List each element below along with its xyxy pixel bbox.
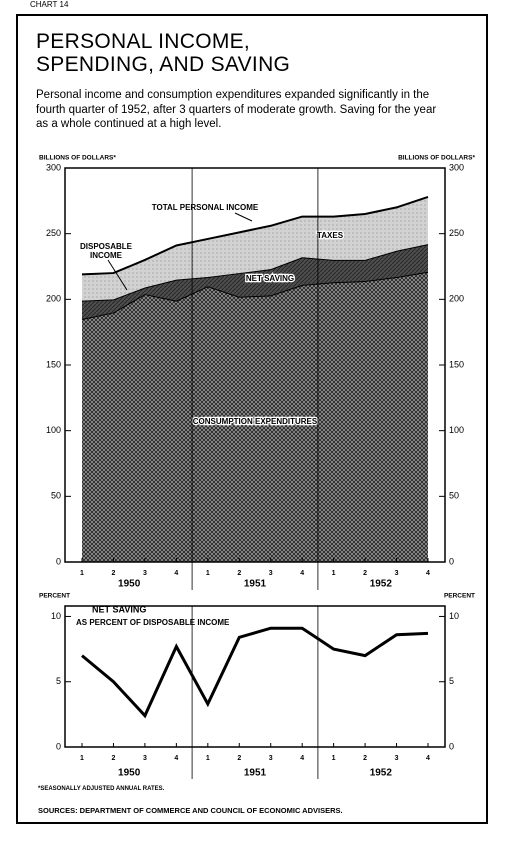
area-edge xyxy=(81,195,429,276)
y-axis-label: BILLIONS OF DOLLARS* xyxy=(39,155,116,162)
x-tick-label: 3 xyxy=(395,570,399,577)
y-tick-label: 300 xyxy=(46,162,61,172)
y-tick-label: 10 xyxy=(51,611,61,621)
title: PERSONAL INCOME, SPENDING, AND SAVING xyxy=(36,30,291,76)
y-tick-label: 0 xyxy=(56,741,61,751)
sources: SOURCES: DEPARTMENT OF COMMERCE AND COUN… xyxy=(38,806,343,815)
series-label: NET SAVING xyxy=(92,604,146,614)
y-tick-label: 5 xyxy=(56,676,61,686)
x-tick-label: 2 xyxy=(112,570,116,577)
leader xyxy=(234,212,253,222)
y-tick-label: 50 xyxy=(51,491,61,501)
y-tick-label: 100 xyxy=(46,425,61,435)
group-label: 1952 xyxy=(370,579,393,590)
x-tick-label: 4 xyxy=(300,570,304,577)
x-tick-label: 1 xyxy=(332,570,336,577)
description: Personal income and consumption expendit… xyxy=(36,89,437,130)
x-tick-label: 2 xyxy=(237,755,241,762)
line xyxy=(81,626,429,719)
x-tick-label: 2 xyxy=(363,755,367,762)
x-tick-label: 1 xyxy=(80,755,84,762)
y2-tick-label: 150 xyxy=(449,359,464,369)
x-tick-label: 4 xyxy=(174,570,178,577)
x-tick-label: 1 xyxy=(80,570,84,577)
annotation: TOTAL PERSONAL INCOME xyxy=(151,203,259,212)
y-tick-label: 250 xyxy=(46,228,61,238)
y2-tick-label: 300 xyxy=(449,162,464,172)
y2-tick-label: 50 xyxy=(449,491,459,501)
x-tick-label: 2 xyxy=(237,570,241,577)
x-tick-label: 3 xyxy=(143,570,147,577)
y2-tick-label: 0 xyxy=(449,741,454,751)
y-tick-label: 0 xyxy=(56,556,61,566)
annotation: AS PERCENT OF DISPOSABLE INCOME xyxy=(76,618,230,627)
x-tick-label: 3 xyxy=(269,755,273,762)
series-label: TAXES xyxy=(317,231,344,240)
y-axis-label: PERCENT xyxy=(39,593,70,600)
x-tick-label: 4 xyxy=(426,755,430,762)
x-tick-label: 1 xyxy=(206,570,210,577)
y2-axis-label: PERCENT xyxy=(444,593,475,600)
chart-label: CHART 14 xyxy=(30,0,69,9)
x-tick-label: 3 xyxy=(269,570,273,577)
group-label: 1950 xyxy=(118,768,141,779)
series-label: CONSUMPTION EXPENDITURES xyxy=(193,417,318,426)
x-tick-label: 2 xyxy=(112,755,116,762)
group-label: 1951 xyxy=(244,768,267,779)
x-tick-label: 2 xyxy=(363,570,367,577)
group-label: 1951 xyxy=(244,579,267,590)
x-tick-label: 4 xyxy=(300,755,304,762)
x-tick-label: 1 xyxy=(332,755,336,762)
x-tick-label: 4 xyxy=(174,755,178,762)
annotation: DISPOSABLE INCOME xyxy=(79,242,132,260)
group-label: 1950 xyxy=(118,579,141,590)
group-label: 1952 xyxy=(370,768,393,779)
series-label: NET SAVING xyxy=(246,274,294,283)
plot-frame xyxy=(64,167,446,563)
y2-axis-label: BILLIONS OF DOLLARS* xyxy=(398,155,475,162)
frame xyxy=(16,14,488,824)
x-tick-label: 1 xyxy=(206,755,210,762)
footnote: *SEASONALLY ADJUSTED ANNUAL RATES. xyxy=(38,786,165,792)
x-tick-label: 3 xyxy=(143,755,147,762)
y2-tick-label: 10 xyxy=(449,611,459,621)
y2-tick-label: 5 xyxy=(449,676,454,686)
y2-tick-label: 0 xyxy=(449,556,454,566)
y2-tick-label: 200 xyxy=(449,294,464,304)
leader xyxy=(107,259,128,291)
y2-tick-label: 100 xyxy=(449,425,464,435)
plot-frame xyxy=(64,605,446,748)
x-tick-label: 4 xyxy=(426,570,430,577)
x-tick-label: 3 xyxy=(395,755,399,762)
area xyxy=(82,271,428,562)
y-tick-label: 200 xyxy=(46,294,61,304)
area xyxy=(82,244,428,320)
area xyxy=(82,196,428,301)
y-tick-label: 150 xyxy=(46,359,61,369)
y2-tick-label: 250 xyxy=(449,228,464,238)
